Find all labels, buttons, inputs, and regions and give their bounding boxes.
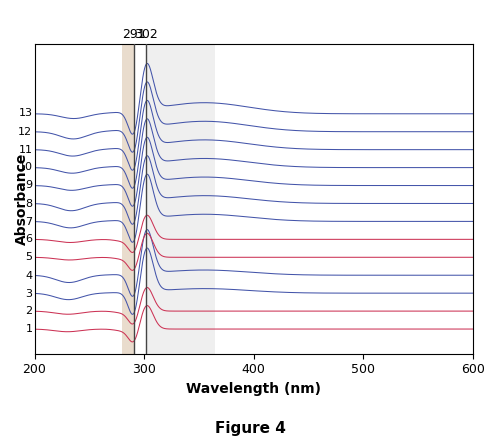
Text: 6: 6 [26, 234, 32, 244]
Y-axis label: Absorbance: Absorbance [15, 153, 29, 245]
Bar [146, 45, 216, 354]
Text: 11: 11 [18, 145, 32, 155]
Text: 7: 7 [25, 217, 32, 227]
Text: 4: 4 [25, 271, 32, 281]
Text: Figure 4: Figure 4 [214, 421, 286, 436]
Text: 8: 8 [25, 199, 32, 209]
Text: 12: 12 [18, 127, 32, 137]
Text: 302: 302 [134, 28, 158, 42]
Text: 13: 13 [18, 108, 32, 118]
X-axis label: Wavelength (nm): Wavelength (nm) [186, 382, 322, 396]
Text: 2: 2 [25, 306, 32, 316]
Text: 291: 291 [122, 28, 146, 42]
Text: 10: 10 [18, 163, 32, 173]
Text: 5: 5 [26, 252, 32, 262]
Text: 9: 9 [25, 180, 32, 191]
Text: 3: 3 [26, 289, 32, 299]
Text: 1: 1 [26, 324, 32, 334]
Bar [122, 45, 134, 354]
